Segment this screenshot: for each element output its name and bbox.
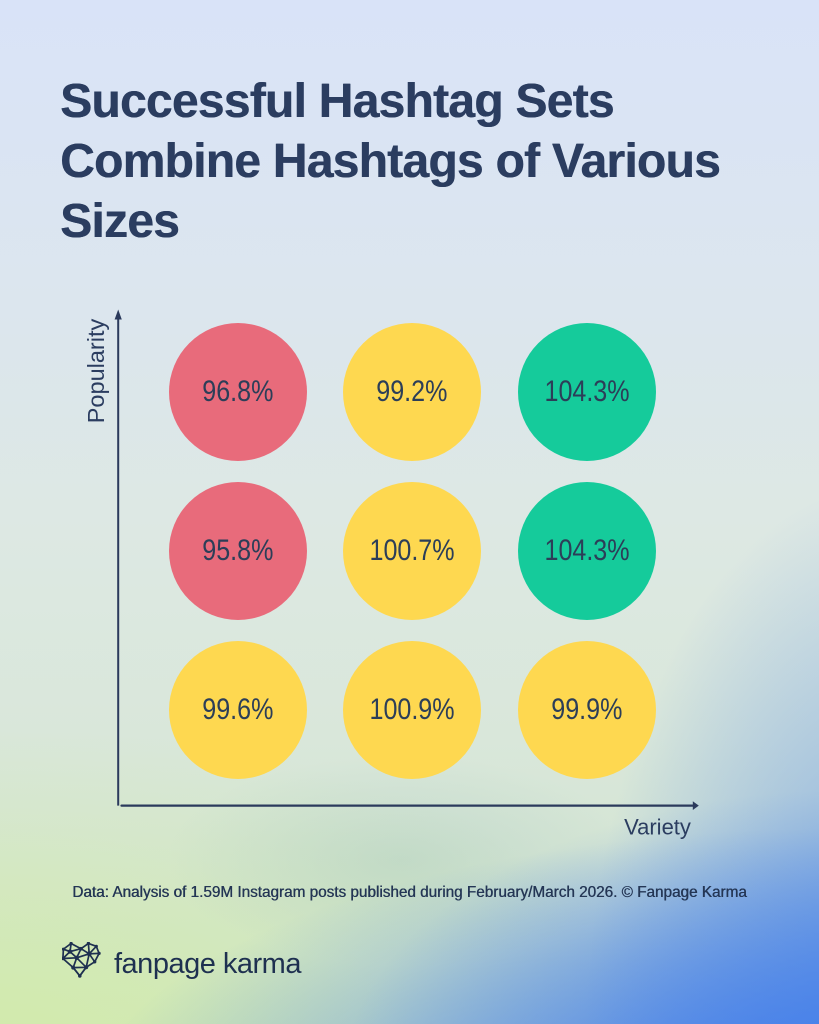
svg-text:Popularity: Popularity bbox=[83, 319, 109, 424]
svg-text:Variety: Variety bbox=[624, 815, 691, 840]
